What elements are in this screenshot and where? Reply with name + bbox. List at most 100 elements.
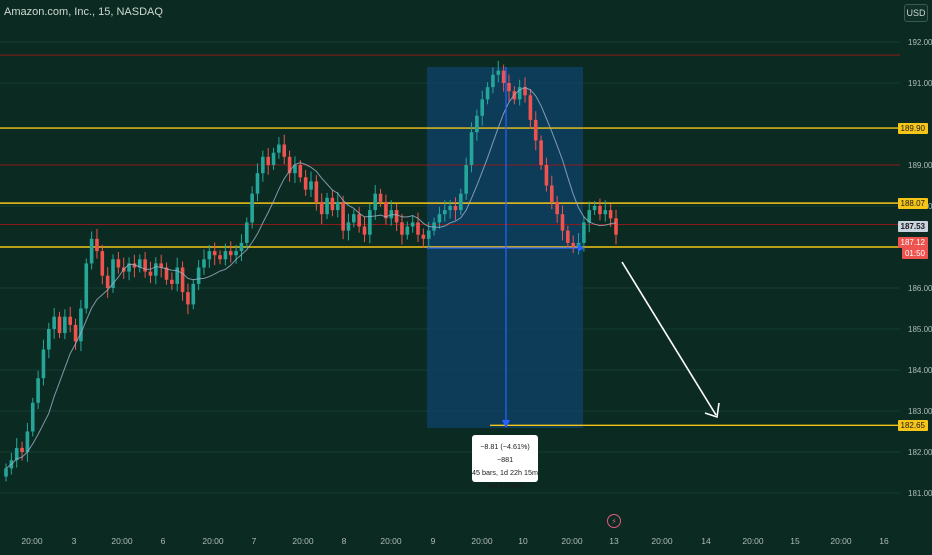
- candle-body: [84, 263, 89, 309]
- candle-body: [555, 201, 559, 215]
- candle-body: [539, 140, 543, 165]
- measure-info-box: −8.81 (−4.61%) −881 45 bars, 1d 22h 15m …: [472, 435, 538, 490]
- candle-body: [309, 181, 313, 190]
- candle-body: [566, 230, 570, 243]
- candle-body: [357, 214, 361, 227]
- candle-body: [143, 259, 147, 272]
- moving-average-line: [5, 87, 617, 469]
- price-tag-level-mid[interactable]: 188.07: [897, 198, 928, 209]
- candle-body: [378, 193, 383, 202]
- candle-body: [405, 226, 410, 235]
- price-tag-current: 187.53: [897, 221, 928, 232]
- candle-body: [261, 156, 265, 174]
- candle-body: [362, 226, 367, 235]
- candle-body: [25, 431, 30, 452]
- time-axis-label: 6: [161, 536, 166, 546]
- candle-body: [250, 193, 254, 223]
- candle-body: [501, 70, 506, 83]
- candle-body: [30, 402, 35, 432]
- price-tag-level-high[interactable]: 189.90: [897, 123, 928, 134]
- time-axis-label: 20:00: [111, 536, 133, 546]
- candle-body: [47, 329, 51, 350]
- candle-body: [421, 234, 426, 239]
- candle-body: [480, 99, 485, 116]
- candle-body: [485, 87, 490, 100]
- candle-body: [79, 308, 83, 342]
- candle-body: [89, 238, 94, 264]
- candle-body: [111, 259, 115, 288]
- candle-body: [191, 283, 196, 305]
- candle-body: [180, 267, 185, 293]
- price-tag-target[interactable]: 182.65: [897, 420, 928, 431]
- candle-body: [319, 201, 324, 215]
- price-axis-label: 186.00: [908, 284, 932, 293]
- candle-body: [4, 468, 8, 477]
- time-axis-label: 7: [252, 536, 257, 546]
- candle-body: [127, 263, 131, 272]
- time-axis-label: 14: [701, 536, 711, 546]
- candle-body: [325, 197, 329, 215]
- candle-body: [234, 251, 238, 256]
- candle-body: [523, 87, 527, 96]
- candle-body: [352, 214, 356, 223]
- candle-body: [373, 193, 378, 211]
- projection-arrow-head: [704, 402, 720, 419]
- measure-change: −8.81 (−4.61%) −881: [480, 442, 530, 464]
- price-axis-label: 189.00: [908, 161, 932, 170]
- candle-body: [346, 222, 351, 231]
- candle-body: [491, 74, 495, 88]
- candle-body: [453, 206, 458, 211]
- candle-body: [68, 316, 73, 325]
- time-axis-label: 20:00: [651, 536, 673, 546]
- candle-body: [614, 218, 618, 235]
- candle-body: [132, 263, 137, 268]
- time-axis-label: 20:00: [21, 536, 43, 546]
- candle-body: [517, 87, 522, 100]
- candle-body: [100, 251, 105, 276]
- projection-arrow[interactable]: [621, 261, 717, 416]
- candle-body: [255, 173, 260, 194]
- candle-body: [159, 263, 163, 268]
- time-axis-label: 20:00: [830, 536, 852, 546]
- candle-body: [603, 210, 608, 215]
- time-axis-label: 3: [72, 536, 77, 546]
- candle-body: [464, 165, 468, 194]
- candle-body: [57, 316, 62, 334]
- candle-body: [218, 255, 222, 260]
- candle-body: [496, 70, 501, 75]
- time-axis-label: 8: [342, 536, 347, 546]
- candle-body: [528, 95, 533, 120]
- lightning-icon[interactable]: ⚡: [607, 514, 621, 528]
- candle-body: [207, 251, 212, 260]
- price-axis-label: 191.00: [908, 79, 932, 88]
- price-tag-last: 187.12: [897, 237, 928, 248]
- candle-body: [202, 259, 206, 268]
- price-axis-label: 182.00: [908, 448, 932, 457]
- currency-button[interactable]: USD: [904, 4, 928, 22]
- candle-body: [223, 251, 228, 260]
- candle-body: [394, 210, 399, 223]
- candle-body: [592, 206, 597, 211]
- candle-body: [170, 279, 174, 284]
- candle-body: [410, 222, 415, 227]
- candle-body: [186, 292, 190, 305]
- measure-arrow-head-down: [502, 420, 510, 428]
- candle-body: [298, 165, 303, 178]
- candle-body: [164, 267, 169, 280]
- time-axis-label: 13: [609, 536, 619, 546]
- candle-body: [137, 259, 142, 268]
- candle-body: [571, 242, 575, 247]
- candle-body: [148, 271, 153, 276]
- price-axis-label: 181.00: [908, 489, 932, 498]
- price-countdown: 01:50: [901, 248, 928, 259]
- candle-body: [335, 201, 340, 211]
- candle-body: [384, 201, 388, 219]
- price-axis-label: 183.00: [908, 407, 932, 416]
- candle-body: [52, 316, 56, 329]
- candle-body: [544, 165, 549, 186]
- chart-title: Amazon.com, Inc., 15, NASDAQ: [4, 6, 163, 18]
- candle-body: [63, 316, 67, 334]
- candle-body: [448, 206, 452, 211]
- candle-body: [582, 222, 586, 243]
